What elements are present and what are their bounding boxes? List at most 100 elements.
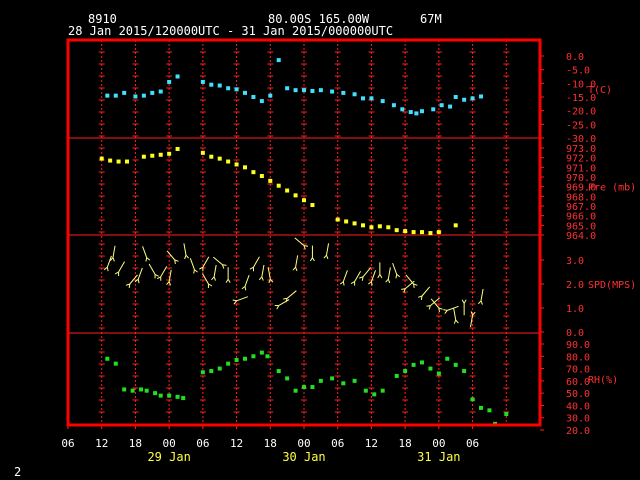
wind-arrow-head — [249, 266, 254, 270]
humidity-point — [285, 376, 290, 381]
wind-arrow-head — [241, 286, 246, 290]
wind-arrow-head — [112, 257, 115, 262]
y-tick-label: 2.0 — [566, 280, 584, 291]
temperature-point — [175, 74, 180, 79]
wind-arrow-shaft — [148, 263, 156, 275]
humidity-point — [462, 369, 467, 374]
wind-arrow-head — [134, 278, 139, 283]
humidity-point — [276, 369, 281, 374]
wind-arrow-head — [303, 245, 306, 250]
humidity-point — [251, 354, 256, 359]
wind-arrow-head — [342, 281, 345, 286]
wind-arrow-head — [396, 274, 401, 278]
wind-arrow-shaft — [183, 243, 187, 256]
pressure-point — [377, 224, 382, 229]
x-tick-label: 06 — [331, 437, 344, 450]
temperature-point — [341, 90, 346, 95]
wind-arrow-head — [125, 283, 130, 286]
temperature-point — [462, 97, 467, 102]
temperature-point — [479, 94, 483, 99]
temperature-point — [369, 96, 374, 101]
temperature-point — [318, 88, 323, 93]
y-tick-label: -5.0 — [566, 66, 590, 77]
wind-arrow-shaft — [142, 246, 148, 258]
y-tick-label: -15.0 — [566, 93, 596, 104]
humidity-point — [470, 397, 475, 402]
series-pressure — [99, 146, 458, 236]
temperature-point — [470, 96, 475, 101]
pressure-point — [335, 217, 340, 222]
wind-arrow-head — [137, 279, 140, 284]
wind-arrow-shaft — [166, 250, 176, 261]
wind-arrow-shaft — [370, 270, 377, 282]
pressure-point — [310, 203, 315, 208]
humidity-point — [234, 357, 239, 362]
wind-arrow-head — [413, 283, 418, 286]
pressure-point — [251, 170, 256, 175]
humidity-point — [330, 376, 335, 381]
wind-arrow-shaft — [447, 305, 459, 311]
wind-arrow-head — [312, 257, 315, 262]
wind-arrow-head — [472, 311, 476, 316]
x-tick-label: 00 — [297, 437, 310, 450]
humidity-point — [341, 381, 346, 386]
panel-label: T(C) — [588, 85, 612, 96]
wind-arrow-shaft — [354, 270, 362, 282]
humidity-point — [453, 362, 458, 367]
wind-arrow-shaft — [168, 269, 172, 282]
wind-arrow-head — [323, 254, 327, 259]
wind-arrow-head — [166, 281, 170, 285]
wind-arrow-head — [443, 309, 448, 311]
date-label: 30 Jan — [282, 450, 325, 464]
temperature-point — [420, 109, 424, 114]
wind-arrow-head — [303, 245, 309, 247]
humidity-point — [217, 366, 222, 371]
y-axes: 0.0 -5.0 -10.0 -15.0 -20.0 -25.0 -30.0 T(C) 973.… — [540, 52, 636, 437]
y-tick-label: 964.0 — [566, 231, 596, 242]
wind-arrow-head — [438, 307, 440, 313]
x-tick-label: 18 — [264, 437, 277, 450]
wind-arrow-shaft — [453, 308, 457, 321]
pressure-point — [293, 193, 298, 198]
temperature-point — [167, 79, 172, 84]
wind-arrow-head — [184, 255, 187, 260]
humidity-point — [352, 378, 357, 383]
wind-arrow-shaft — [286, 290, 297, 299]
wind-arrow-head — [292, 266, 296, 271]
y-tick-label: -20.0 — [566, 107, 596, 118]
y-tick-label: 70.0 — [566, 365, 590, 376]
wind-arrow-head — [185, 254, 190, 259]
humidity-point — [175, 394, 180, 399]
humidity-point — [181, 396, 186, 401]
wind-arrow-head — [477, 300, 482, 305]
temperature-point — [310, 88, 315, 93]
humidity-point — [158, 393, 163, 398]
y-tick-label: 60.0 — [566, 377, 590, 388]
date-label: 31 Jan — [417, 450, 460, 464]
humidity-point — [420, 360, 424, 365]
humidity-point — [479, 405, 483, 410]
wind-arrow-head — [339, 281, 344, 285]
series-wind — [103, 237, 484, 328]
wind-arrow-shaft — [392, 262, 398, 275]
temperature-point — [285, 86, 290, 91]
pressure-point — [217, 156, 222, 161]
humidity-point — [200, 370, 205, 375]
wind-arrow-head — [258, 276, 263, 281]
humidity-point — [139, 387, 144, 392]
pressure-point — [268, 178, 273, 183]
temperature-point — [141, 93, 146, 98]
wind-arrow-head — [103, 266, 108, 271]
temperature-point — [361, 96, 365, 101]
wind-arrow-shaft — [362, 267, 372, 278]
wind-arrow-head — [174, 259, 176, 265]
pressure-point — [420, 230, 424, 235]
wind-arrow-head — [361, 276, 364, 281]
page-number: 2 — [14, 465, 21, 479]
x-tick-label: 12 — [365, 437, 378, 450]
wind-arrow-head — [199, 266, 204, 270]
wind-arrow-head — [285, 298, 288, 303]
humidity-point — [310, 385, 315, 389]
humidity-point — [363, 388, 368, 393]
